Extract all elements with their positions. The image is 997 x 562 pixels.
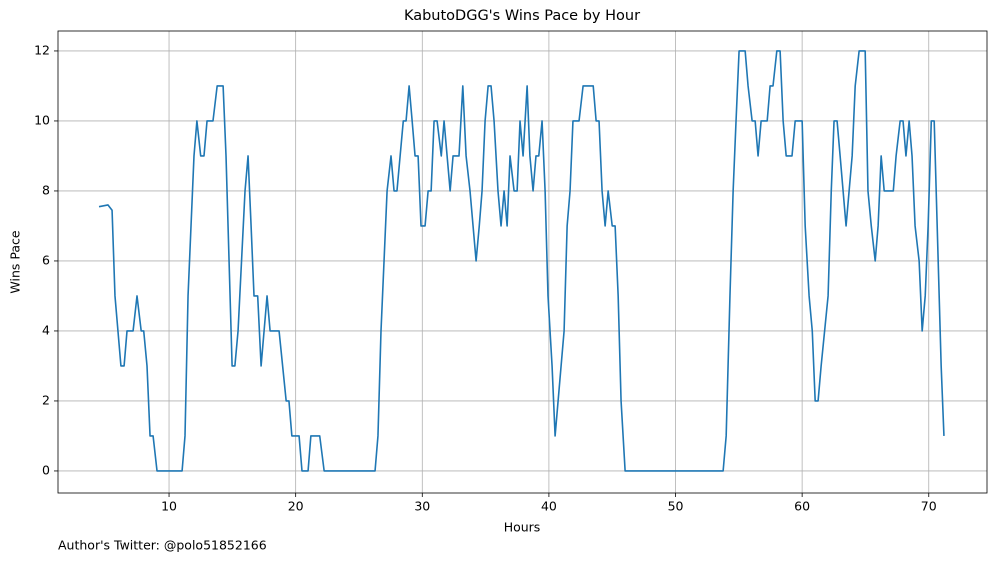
x-axis-label: Hours (504, 520, 541, 535)
x-tick-label: 30 (414, 499, 430, 514)
y-tick-label: 10 (34, 112, 50, 127)
x-tick-label: 70 (921, 499, 937, 514)
y-tick-label: 8 (42, 182, 50, 197)
chart-title: KabutoDGG's Wins Pace by Hour (404, 8, 640, 24)
y-tick-label: 6 (42, 252, 50, 267)
x-tick-label: 20 (288, 499, 304, 514)
data-line (98, 50, 945, 472)
y-axis-label: Wins Pace (8, 230, 23, 293)
annotation: Author's Twitter: @polo51852166 (58, 538, 267, 553)
y-tick-label: 2 (42, 392, 50, 407)
x-tick-label: 10 (161, 499, 177, 514)
x-tick-label: 40 (541, 499, 557, 514)
plot-frame (57, 30, 988, 494)
y-tick-label: 0 (42, 462, 50, 477)
y-tick-label: 4 (42, 322, 50, 337)
y-tick-label: 12 (34, 42, 50, 57)
x-tick-label: 60 (794, 499, 810, 514)
x-tick-label: 50 (668, 499, 684, 514)
